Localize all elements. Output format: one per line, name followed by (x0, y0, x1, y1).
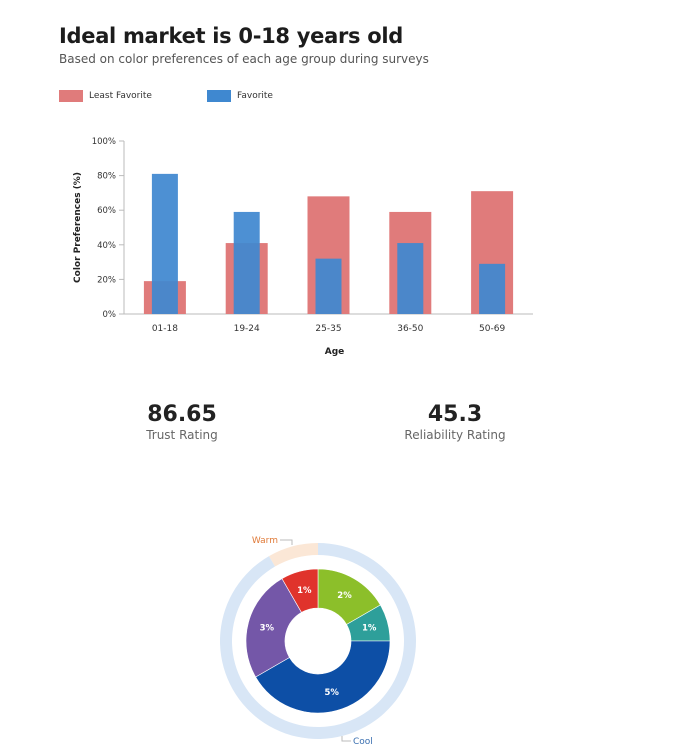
chart-title: Ideal market is 0-18 years old (59, 24, 403, 48)
inner-slice-label: 5% (324, 688, 339, 698)
outer-label-warm: Warm (252, 536, 278, 546)
x-tick-label: 36-50 (397, 324, 423, 334)
legend-swatch-least-favorite (59, 90, 83, 102)
outer-ring-warm[interactable] (269, 543, 318, 567)
y-tick-label: 0% (103, 310, 117, 320)
legend-label-favorite: Favorite (237, 91, 273, 101)
donut-chart: Warm Cool 2% 1% 5% 3% 1% (220, 536, 416, 745)
chart-subtitle: Based on color preferences of each age g… (59, 52, 429, 66)
stat-reliability: 45.3 Reliability Rating (370, 402, 540, 442)
cool-leader-line (341, 736, 351, 742)
bar-favorite-01-18[interactable] (151, 173, 178, 314)
inner-slice-label: 2% (337, 591, 352, 601)
stat-trust: 86.65 Trust Rating (97, 402, 267, 442)
x-tick-label: 25-35 (315, 324, 341, 334)
bar-favorite-25-35[interactable] (315, 258, 342, 314)
outer-label-cool: Cool (353, 737, 373, 745)
legend-item-favorite[interactable]: Favorite (207, 90, 273, 102)
legend-swatch-favorite (207, 90, 231, 102)
inner-slice-label: 1% (297, 586, 312, 596)
inner-slice-4[interactable] (281, 568, 319, 613)
stat-value-trust: 86.65 (147, 402, 217, 427)
bar-favorite-50-69[interactable] (479, 263, 506, 314)
warm-leader-line (280, 539, 293, 545)
x-tick-label: 50-69 (479, 324, 505, 334)
y-tick-label: 80% (97, 172, 116, 182)
stat-value-reliability: 45.3 (427, 402, 483, 427)
y-axis-title: Color Preferences (%) (73, 172, 83, 283)
y-tick-label: 20% (97, 275, 116, 285)
legend-item-least-favorite[interactable]: Least Favorite (59, 90, 152, 102)
stat-label-reliability: Reliability Rating (404, 428, 506, 442)
x-axis-title: Age (325, 347, 345, 357)
y-tick-label: 60% (97, 206, 116, 216)
inner-slice-label: 3% (260, 623, 275, 633)
y-tick-label: 100% (92, 137, 116, 147)
x-tick-label: 01-18 (152, 324, 178, 334)
inner-slice-3[interactable] (245, 578, 302, 678)
x-tick-label: 19-24 (234, 324, 260, 334)
stat-label-trust: Trust Rating (146, 428, 218, 442)
bar-favorite-36-50[interactable] (397, 243, 424, 314)
y-tick-label: 40% (97, 241, 116, 251)
inner-slice-label: 1% (362, 623, 377, 633)
legend-label-least-favorite: Least Favorite (89, 91, 152, 101)
inner-slice-2[interactable] (255, 640, 391, 714)
bar-chart: 0% 20% 40% 60% 80% 100% 01-18 19-24 25-35 36-50 50… (73, 137, 533, 357)
bar-favorite-19-24[interactable] (233, 211, 260, 314)
